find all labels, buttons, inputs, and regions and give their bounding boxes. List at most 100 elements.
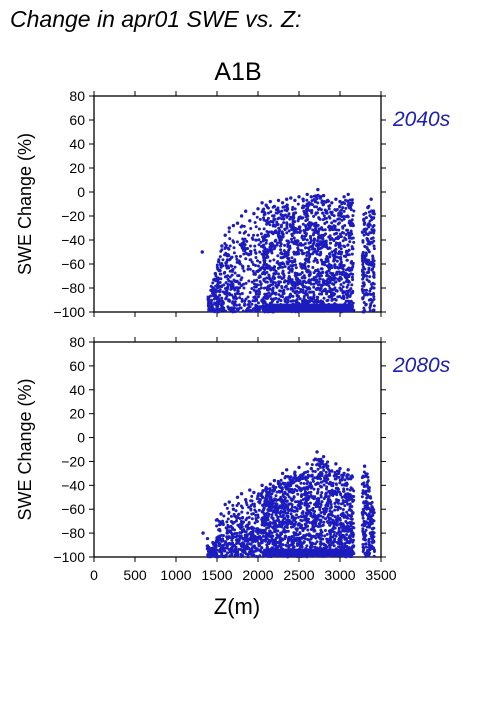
data-point	[276, 206, 280, 210]
data-point	[321, 278, 325, 282]
data-point	[348, 202, 352, 206]
data-point	[265, 276, 269, 280]
y-tick-label: −100	[53, 304, 85, 320]
data-point	[316, 201, 320, 205]
data-point	[322, 288, 326, 292]
data-point	[228, 275, 232, 279]
data-point	[225, 537, 229, 541]
data-point	[294, 531, 298, 535]
data-point	[372, 275, 376, 279]
data-point	[301, 476, 305, 480]
data-point	[287, 271, 291, 275]
data-point	[305, 251, 309, 255]
data-point	[284, 543, 288, 547]
data-point	[230, 552, 234, 556]
data-point	[327, 225, 331, 229]
data-point	[238, 542, 242, 546]
data-point	[274, 292, 278, 296]
data-point	[216, 267, 220, 271]
data-point	[277, 280, 281, 284]
data-point	[281, 513, 285, 517]
data-point	[258, 217, 262, 221]
data-point	[365, 293, 369, 297]
data-point	[346, 468, 350, 472]
data-point	[222, 271, 226, 275]
data-point	[235, 257, 239, 261]
data-point	[281, 520, 285, 524]
data-point	[259, 244, 263, 248]
data-point	[250, 494, 254, 498]
data-point	[260, 201, 264, 205]
data-point	[299, 489, 303, 493]
data-point	[238, 292, 242, 296]
data-point	[283, 496, 287, 500]
y-axis-label: SWE Change (%)	[15, 378, 35, 520]
data-point	[322, 202, 326, 206]
data-point	[309, 195, 313, 199]
data-point	[319, 511, 323, 515]
data-point	[268, 487, 272, 491]
data-point	[254, 529, 258, 533]
data-point	[228, 269, 232, 273]
data-point	[239, 548, 243, 552]
data-point	[274, 494, 278, 498]
data-point	[319, 300, 323, 304]
data-point	[265, 292, 269, 296]
data-point	[301, 280, 305, 284]
data-point	[278, 538, 282, 542]
data-point	[283, 279, 287, 283]
data-point	[250, 309, 254, 313]
data-point	[214, 274, 218, 278]
data-point	[264, 535, 268, 539]
data-point	[242, 252, 246, 256]
data-point	[294, 266, 298, 270]
data-points	[201, 450, 376, 559]
data-point	[248, 488, 252, 492]
data-point	[361, 516, 365, 520]
data-point	[256, 527, 260, 531]
chart-panels: 80 60 40 20 0 −20 −40 −60 −80 −100 SWE Change (%) 2…	[15, 88, 451, 583]
y-tick-label: 80	[69, 88, 85, 104]
data-point	[336, 251, 340, 255]
data-point	[303, 285, 307, 289]
data-point	[292, 231, 296, 235]
data-point	[278, 265, 282, 269]
data-point	[323, 245, 327, 249]
data-point	[331, 272, 335, 276]
data-point	[351, 214, 355, 218]
data-point	[254, 549, 258, 553]
data-point	[263, 513, 267, 517]
data-point	[233, 514, 237, 518]
data-point	[304, 289, 308, 293]
data-point	[290, 207, 294, 211]
data-point	[315, 450, 319, 454]
data-point	[328, 216, 332, 220]
data-point	[328, 279, 332, 283]
data-point	[235, 516, 239, 520]
data-point	[279, 490, 283, 494]
data-point	[232, 520, 236, 524]
data-point	[340, 476, 344, 480]
data-point	[342, 254, 346, 258]
data-point	[236, 309, 240, 313]
data-point	[229, 514, 233, 518]
data-point	[338, 533, 342, 537]
data-point	[319, 493, 323, 497]
data-point	[224, 261, 228, 265]
data-point	[224, 281, 228, 285]
data-point	[300, 234, 304, 238]
data-point	[372, 554, 376, 558]
data-point	[286, 256, 290, 260]
data-point	[247, 505, 251, 509]
data-point	[319, 514, 323, 518]
data-point	[318, 537, 322, 541]
data-point	[330, 513, 334, 517]
data-point	[252, 288, 256, 292]
x-axis-label: Z(m)	[214, 594, 260, 619]
data-point	[372, 244, 376, 248]
data-point	[214, 518, 218, 522]
data-point	[289, 475, 293, 479]
data-point	[322, 483, 326, 487]
data-point	[341, 534, 345, 538]
data-point	[316, 467, 320, 471]
